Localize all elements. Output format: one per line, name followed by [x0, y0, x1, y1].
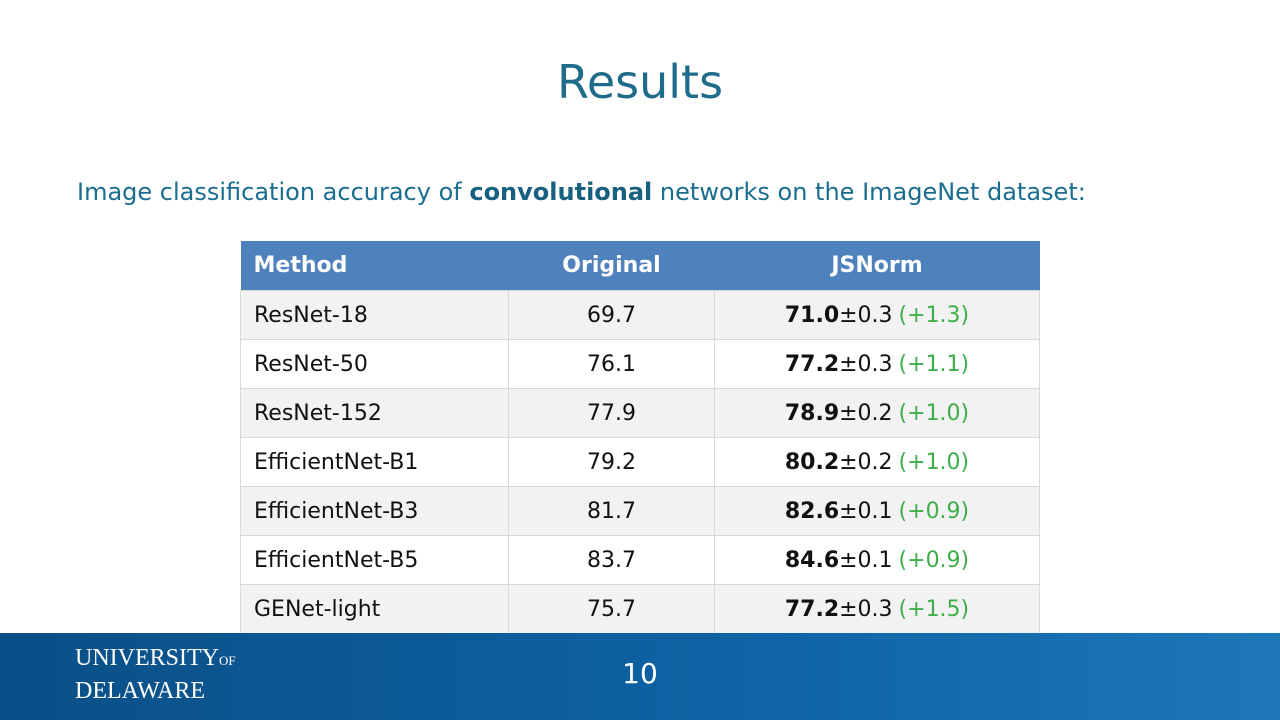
table-row: EfficientNet-B1 79.2 80.2±0.2 (+1.0): [240, 437, 1040, 487]
jsnorm-gain: (+1.1): [898, 351, 970, 377]
jsnorm-cell: 71.0±0.3 (+1.3): [714, 290, 1040, 340]
jsnorm-mean: 77.2: [784, 596, 840, 622]
jsnorm-gain: (+1.0): [898, 449, 970, 475]
footer: UNIVERSITYOF DELAWARE 10: [0, 633, 1280, 720]
original-cell: 75.7: [508, 584, 715, 634]
jsnorm-std: ±0.3: [839, 351, 893, 377]
jsnorm-cell: 78.9±0.2 (+1.0): [714, 388, 1040, 438]
jsnorm-mean: 80.2: [784, 449, 840, 475]
subtitle-text: Image classification accuracy of: [77, 178, 470, 206]
jsnorm-mean: 82.6: [784, 498, 840, 524]
method-cell: EfficientNet-B5: [240, 535, 509, 585]
jsnorm-std: ±0.3: [839, 302, 893, 328]
logo-text: UNIVERSITY: [75, 645, 219, 671]
jsnorm-gain: (+0.9): [898, 547, 970, 573]
jsnorm-std: ±0.1: [839, 547, 893, 573]
method-cell: ResNet-18: [240, 290, 509, 340]
jsnorm-mean: 77.2: [784, 351, 840, 377]
method-cell: GENet-light: [240, 584, 509, 634]
jsnorm-std: ±0.2: [839, 400, 893, 426]
table-row: EfficientNet-B5 83.7 84.6±0.1 (+0.9): [240, 535, 1040, 585]
jsnorm-gain: (+0.9): [898, 498, 970, 524]
original-cell: 81.7: [508, 486, 715, 536]
subtitle: Image classification accuracy of convolu…: [77, 178, 1086, 206]
original-cell: 79.2: [508, 437, 715, 487]
original-cell: 69.7: [508, 290, 715, 340]
jsnorm-mean: 71.0: [784, 302, 840, 328]
method-cell: ResNet-152: [240, 388, 509, 438]
logo: UNIVERSITYOF DELAWARE: [75, 643, 236, 709]
jsnorm-cell: 77.2±0.3 (+1.1): [714, 339, 1040, 389]
subtitle-text: networks on the ImageNet dataset:: [652, 178, 1086, 206]
slide-title: Results: [556, 55, 724, 109]
jsnorm-std: ±0.1: [839, 498, 893, 524]
method-cell: EfficientNet-B3: [240, 486, 509, 536]
jsnorm-gain: (+1.5): [898, 596, 970, 622]
jsnorm-cell: 80.2±0.2 (+1.0): [714, 437, 1040, 487]
jsnorm-mean: 78.9: [784, 400, 840, 426]
table-row: ResNet-152 77.9 78.9±0.2 (+1.0): [240, 388, 1040, 438]
method-cell: EfficientNet-B1: [240, 437, 509, 487]
jsnorm-cell: 82.6±0.1 (+0.9): [714, 486, 1040, 536]
table-row: EfficientNet-B3 81.7 82.6±0.1 (+0.9): [240, 486, 1040, 536]
original-cell: 77.9: [508, 388, 715, 438]
jsnorm-gain: (+1.0): [898, 400, 970, 426]
logo-text: DELAWARE: [75, 678, 206, 704]
header-cell: JSNorm: [714, 241, 1040, 291]
method-cell: ResNet-50: [240, 339, 509, 389]
jsnorm-cell: 77.2±0.3 (+1.5): [714, 584, 1040, 634]
results-table: Method Original JSNorm ResNet-18 69.7 71.0±0.…: [240, 241, 1040, 634]
header-cell: Original: [508, 241, 715, 291]
logo-text: OF: [219, 653, 236, 668]
table-row: ResNet-18 69.7 71.0±0.3 (+1.3): [240, 290, 1040, 340]
jsnorm-std: ±0.3: [839, 596, 893, 622]
table-row: ResNet-50 76.1 77.2±0.3 (+1.1): [240, 339, 1040, 389]
table-row: GENet-light 75.7 77.2±0.3 (+1.5): [240, 584, 1040, 634]
jsnorm-mean: 84.6: [784, 547, 840, 573]
original-cell: 76.1: [508, 339, 715, 389]
jsnorm-gain: (+1.3): [898, 302, 970, 328]
subtitle-bold: convolutional: [469, 178, 653, 206]
header-row: Method Original JSNorm: [240, 241, 1040, 291]
jsnorm-cell: 84.6±0.1 (+0.9): [714, 535, 1040, 585]
original-cell: 83.7: [508, 535, 715, 585]
jsnorm-std: ±0.2: [839, 449, 893, 475]
header-cell: Method: [240, 241, 509, 291]
page-number: 10: [622, 657, 658, 690]
